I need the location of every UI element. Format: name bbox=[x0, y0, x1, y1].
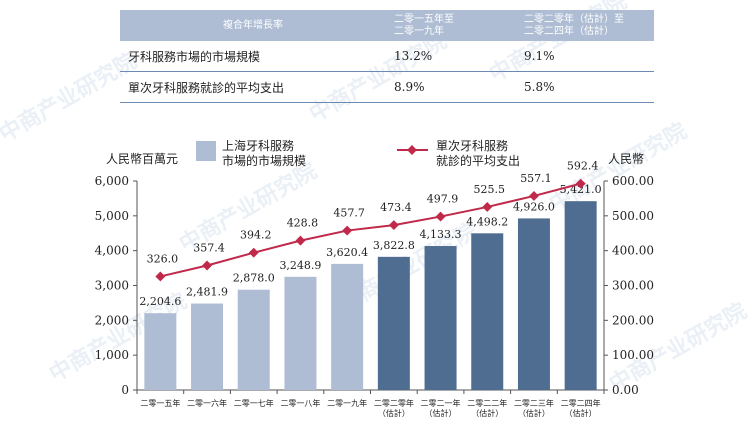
cagr-row-market-size: 牙科服務市場的市場規模 13.2% 9.1% bbox=[120, 41, 654, 72]
line-value-label: 394.2 bbox=[240, 229, 272, 242]
bar bbox=[331, 263, 364, 390]
left-axis-tick-label: 3,000 bbox=[95, 279, 129, 293]
line-value-label: 592.4 bbox=[567, 160, 599, 173]
cagr-row-value-1: 8.9% bbox=[386, 71, 516, 103]
line-point bbox=[575, 178, 586, 189]
cagr-header-label: 複合年增長率 bbox=[120, 10, 386, 41]
line-point bbox=[342, 225, 353, 236]
cagr-header-col2: 二零二零年（估計）至 二零二四年（估計） bbox=[516, 10, 654, 41]
x-tick-label: （估計） bbox=[471, 408, 503, 418]
cagr-row-avg-spend: 單次牙科服務就診的平均支出 8.9% 5.8% bbox=[120, 71, 654, 103]
cagr-row-value-2: 9.1% bbox=[516, 41, 654, 72]
line-value-label: 428.8 bbox=[287, 217, 319, 230]
bar-value-label: 4,133.3 bbox=[420, 228, 462, 241]
right-axis-tick-label: 0.00 bbox=[612, 383, 639, 397]
line-point bbox=[529, 190, 539, 201]
cagr-header-col1-line1: 二零一五年至 bbox=[394, 13, 454, 25]
x-tick-label: （估計） bbox=[518, 408, 550, 418]
legend-bar-label-line1: 上海牙科服務 bbox=[222, 138, 294, 153]
x-tick-label: （估計） bbox=[425, 408, 457, 418]
line-point bbox=[435, 211, 446, 222]
bar-value-label: 4,498.2 bbox=[466, 215, 508, 228]
bar-value-label: 2,204.6 bbox=[139, 295, 181, 308]
cagr-table: 複合年增長率 二零一五年至 二零一九年 二零二零年（估計）至 二零二四年（估計）… bbox=[120, 10, 654, 103]
bar bbox=[424, 246, 457, 390]
legend-line-label-line1: 單次牙科服務 bbox=[436, 139, 508, 153]
cagr-header-col1-line2: 二零一九年 bbox=[394, 25, 444, 37]
x-tick-label: 二零一五年 bbox=[140, 398, 180, 408]
line-point bbox=[295, 235, 306, 246]
cagr-row-label: 牙科服務市場的市場規模 bbox=[120, 41, 386, 72]
line-value-label: 473.4 bbox=[380, 201, 412, 214]
bar-value-label: 2,878.0 bbox=[233, 272, 275, 285]
cagr-row-value-1: 13.2% bbox=[386, 41, 516, 72]
x-tick-label: 二零二三年 bbox=[514, 398, 554, 408]
x-tick-label: 二零一七年 bbox=[234, 398, 274, 408]
bar bbox=[564, 201, 597, 390]
x-tick-label: 二零二二年 bbox=[467, 398, 507, 408]
legend-bar-label-line2: 市場的市場規模 bbox=[222, 153, 306, 168]
line-point bbox=[155, 271, 166, 282]
bar bbox=[144, 313, 177, 390]
x-tick-label: 二零一六年 bbox=[187, 398, 227, 408]
x-tick-label: 二零二四年 bbox=[561, 398, 601, 408]
left-axis-tick-label: 5,000 bbox=[95, 209, 129, 223]
left-axis-tick-label: 1,000 bbox=[95, 348, 129, 362]
cagr-header-col1: 二零一五年至 二零一九年 bbox=[386, 10, 516, 41]
line-value-label: 525.5 bbox=[474, 183, 506, 196]
legend-line-marker bbox=[407, 145, 417, 155]
line-value-label: 457.7 bbox=[333, 207, 365, 220]
x-tick-label: （估計） bbox=[565, 408, 597, 418]
line-point bbox=[388, 220, 399, 231]
left-axis-tick-label: 2,000 bbox=[95, 313, 129, 327]
bar bbox=[191, 303, 224, 390]
line-value-label: 357.4 bbox=[193, 242, 225, 255]
left-axis-tick-label: 4,000 bbox=[95, 244, 129, 258]
left-axis-tick-label: 0 bbox=[121, 383, 129, 397]
line-series-path bbox=[160, 182, 581, 278]
bar-value-label: 4,926.0 bbox=[513, 200, 555, 213]
x-tick-label: 二零二零年 bbox=[374, 398, 414, 408]
right-axis-tick-label: 600.00 bbox=[612, 174, 654, 188]
line-point bbox=[248, 247, 259, 258]
right-axis-tick-label: 100.00 bbox=[612, 348, 654, 362]
line-value-label: 497.9 bbox=[427, 193, 459, 206]
line-series-group: 326.0 357.4 394.2 428.8 457.7 473.4 497.9 525.5… bbox=[147, 160, 599, 282]
bar bbox=[284, 276, 317, 390]
cagr-row-value-2: 5.8% bbox=[516, 71, 654, 103]
bar-value-label: 3,822.8 bbox=[373, 239, 415, 252]
right-axis-title: 人民幣 bbox=[608, 152, 644, 166]
cagr-row-label: 單次牙科服務就診的平均支出 bbox=[120, 71, 386, 103]
cagr-header-col2-line2: 二零二四年（估計） bbox=[524, 25, 614, 37]
right-axis-tick-label: 200.00 bbox=[612, 313, 654, 327]
line-value-label: 557.1 bbox=[520, 172, 552, 185]
left-axis-title: 人民幣百萬元 bbox=[106, 152, 178, 166]
bar bbox=[471, 233, 504, 390]
line-point bbox=[202, 260, 212, 271]
right-axis-tick-label: 300.00 bbox=[612, 279, 654, 293]
axes-group: 0 1,000 2,000 3,000 4,000 5,000 6,000 0.00 100.0… bbox=[95, 174, 654, 397]
x-tick-label: （估計） bbox=[378, 408, 410, 418]
bars-group: 2,204.6 2,481.9 2,878.0 3,248.9 3,620.4 3,822… bbox=[139, 183, 602, 390]
bar bbox=[517, 218, 550, 390]
x-tick-labels: 二零一五年 二零一六年 二零一七年 二零一八年 二零一九年 二零二零年（估計）二零二一年（… bbox=[140, 398, 600, 418]
bar-value-label: 2,481.9 bbox=[186, 286, 228, 299]
x-tick-label: 二零一八年 bbox=[280, 398, 320, 408]
bar bbox=[237, 289, 270, 390]
right-axis-tick-label: 400.00 bbox=[612, 244, 654, 258]
cagr-table-header: 複合年增長率 二零一五年至 二零一九年 二零二零年（估計）至 二零二四年（估計） bbox=[120, 10, 654, 41]
bar-value-label: 3,248.9 bbox=[279, 259, 321, 272]
cagr-header-col2-line1: 二零二零年（估計）至 bbox=[524, 13, 624, 25]
left-axis-tick-label: 6,000 bbox=[95, 174, 129, 188]
x-tick-label: 二零二一年 bbox=[421, 398, 461, 408]
right-axis-tick-label: 500.00 bbox=[612, 209, 654, 223]
legend-bar-swatch bbox=[196, 141, 216, 161]
line-value-label: 326.0 bbox=[147, 252, 179, 265]
line-point bbox=[482, 202, 493, 212]
bar bbox=[377, 256, 410, 390]
legend-line-label-line2: 就診的平均支出 bbox=[436, 153, 520, 168]
x-tick-label: 二零一九年 bbox=[327, 398, 367, 408]
bar-value-label: 3,620.4 bbox=[326, 246, 368, 259]
